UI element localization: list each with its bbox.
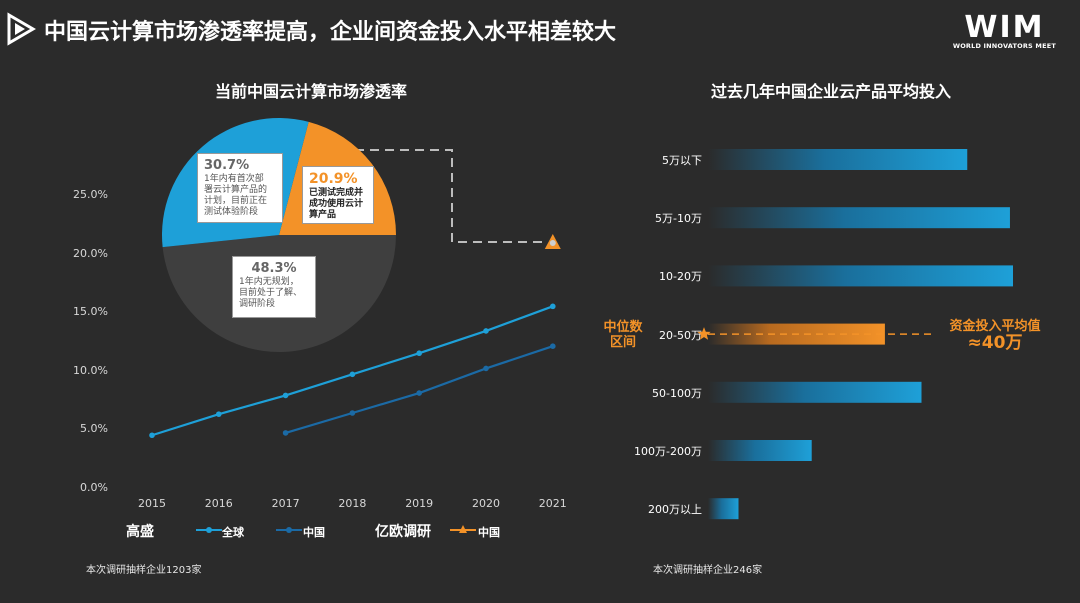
pie-text-testing-3: 计划，目前正在: [204, 196, 268, 206]
bar-4: [708, 381, 922, 403]
pie-pct-testing: 30.7%: [204, 158, 250, 173]
bar-category-label: 10-20万: [659, 270, 702, 284]
median-label: 中位数 区间: [598, 320, 648, 350]
y-tick-label: 15.0%: [73, 305, 108, 319]
right-panel-title: 过去几年中国企业云产品平均投入: [711, 82, 952, 101]
pie-connector-line: [355, 149, 548, 243]
series-point-0: [416, 350, 423, 357]
series-point-marker: [549, 240, 556, 247]
x-tick-label: 2020: [472, 497, 500, 510]
series-point-0: [550, 303, 556, 310]
left-sample-note: 本次调研抽样企业1203家: [86, 565, 202, 576]
pie-label-done: 20.9% 已测试完成并 成功使用云计 算产品: [302, 166, 374, 224]
bar-category-label: 50-100万: [652, 386, 702, 400]
x-tick-label: 2016: [204, 497, 233, 510]
series-line-1: [285, 345, 554, 434]
y-tick-label: 10.0%: [73, 363, 108, 377]
pie-text-none-3: 调研阶段: [239, 299, 276, 309]
x-tick-label: 2018: [338, 497, 367, 510]
pie-text-done-2: 成功使用云计: [309, 199, 364, 209]
x-tick-label: 2015: [138, 497, 166, 510]
legend-china: 中国: [303, 526, 325, 539]
pie-label-testing: 30.7% 1年内有首次部 署云计算产品的 计划，目前正在 测试体验阶段: [197, 153, 283, 223]
average-label-line1: 资金投入平均值: [949, 319, 1041, 334]
bar-category-label: 20-50万: [659, 328, 702, 342]
bar-0: [708, 149, 968, 170]
legend-yiou-china-swatch: [450, 525, 476, 533]
average-label: 资金投入平均值 ≈40万: [935, 318, 1055, 352]
brand-subtitle: WORLD INNOVATORS MEET: [952, 42, 1056, 50]
series-point-1: [550, 343, 556, 349]
median-label-line2: 区间: [609, 335, 636, 350]
x-tick-label: 2019: [405, 497, 434, 510]
y-tick-label: 25.0%: [73, 188, 108, 201]
average-label-line2: ≈40万: [967, 333, 1023, 353]
bar-category-label: 5万-10万: [655, 212, 702, 226]
pie-text-testing-1: 1年内有首次部: [204, 174, 264, 184]
investment-bar-chart: [697, 149, 1013, 520]
series-point-1: [282, 430, 289, 436]
pie-text-testing-4: 测试体验阶段: [204, 207, 259, 217]
legend-source-goldman: 高盛: [126, 524, 154, 540]
play-logo-icon: [7, 12, 36, 46]
series-point-1: [416, 390, 423, 396]
series-point-0: [216, 411, 222, 417]
left-panel-title: 当前中国云计算市场渗透率: [215, 82, 408, 101]
y-tick-label: 5.0%: [80, 422, 108, 436]
series-point-0: [282, 392, 289, 399]
x-tick-label: 2017: [271, 497, 300, 510]
header: 中国云计算市场渗透率提高，企业间资金投入水平相差较大 WIM WORLD INN…: [0, 0, 1080, 60]
median-label-line1: 中位数: [603, 320, 643, 335]
pie-text-done-1: 已测试完成并: [309, 188, 364, 198]
pie-text-none-2: 目前处于了解、: [239, 288, 303, 298]
legend-source-yiou: 亿欧调研: [375, 524, 431, 540]
legend-global: 全球: [222, 526, 244, 539]
star-icon: [697, 327, 711, 340]
wim-logo: WIM WORLD INNOVATORS MEET: [952, 10, 1056, 51]
right-sample-note: 本次调研抽样企业246家: [653, 565, 763, 576]
pie-label-none: 48.3% 1年内无规划， 目前处于了解、 调研阶段: [232, 256, 316, 318]
legend-global-swatch: [196, 527, 222, 533]
brand-name: WIM: [964, 10, 1045, 45]
pie-text-done-3: 算产品: [309, 210, 337, 220]
bar-category-label: 5万以下: [662, 154, 702, 167]
y-tick-label: 20.0%: [73, 246, 108, 260]
series-point-0: [349, 371, 356, 378]
x-tick-label: 2021: [538, 497, 567, 510]
bar-6: [708, 498, 739, 520]
bar-5: [708, 440, 812, 461]
series-point-0: [483, 328, 489, 334]
y-tick-label: 0.0%: [80, 481, 108, 494]
legend-china-swatch: [276, 527, 302, 533]
bar-1: [708, 207, 1010, 229]
bar-2: [708, 265, 1013, 287]
legend-yiou-china: 中国: [478, 526, 500, 539]
bar-category-label: 200万以上: [648, 503, 702, 517]
pie-text-testing-2: 署云计算产品的: [204, 185, 268, 195]
bar-category-label: 100万-200万: [634, 445, 702, 458]
series-point-0: [149, 432, 155, 439]
series-point-1: [349, 410, 356, 416]
pie-pct-done: 20.9%: [309, 171, 358, 187]
pie-pct-none: 48.3%: [251, 261, 297, 276]
pie-text-none-1: 1年内无规划，: [239, 277, 299, 287]
series-point-1: [483, 365, 489, 372]
page-title: 中国云计算市场渗透率提高，企业间资金投入水平相差较大: [44, 20, 617, 45]
